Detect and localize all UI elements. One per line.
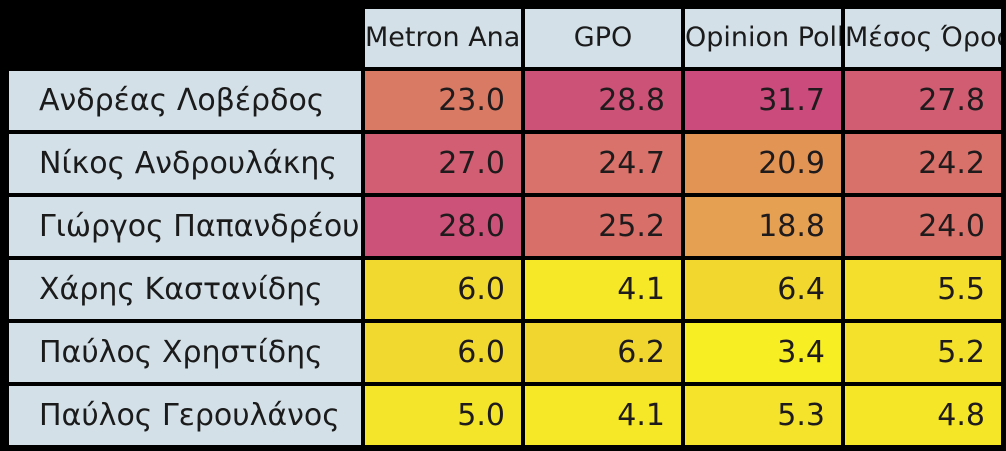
table-row: Παύλος Γερουλάνος 5.0 4.1 5.3 4.8: [5, 382, 1005, 449]
value-cell: 6.0: [361, 256, 525, 323]
row-label: Ανδρέας Λοβέρδος: [5, 67, 365, 134]
row-label: Παύλος Χρηστίδης: [5, 319, 365, 386]
value-cell: 27.8: [841, 67, 1005, 134]
value-cell: 27.0: [361, 130, 525, 197]
table-row: Ανδρέας Λοβέρδος 23.0 28.8 31.7 27.8: [5, 67, 1005, 134]
value-cell: 6.4: [681, 256, 845, 323]
value-cell: 24.7: [521, 130, 685, 197]
value-cell: 6.2: [521, 319, 685, 386]
column-header-opinion-poll: Opinion Poll: [681, 5, 845, 71]
value-cell: 3.4: [681, 319, 845, 386]
value-cell: 5.3: [681, 382, 845, 449]
value-cell: 4.8: [841, 382, 1005, 449]
table-row: Παύλος Χρηστίδης 6.0 6.2 3.4 5.2: [5, 319, 1005, 386]
table-row: Χάρης Καστανίδης 6.0 4.1 6.4 5.5: [5, 256, 1005, 323]
value-cell: 31.7: [681, 67, 845, 134]
corner-cell: [5, 5, 365, 71]
value-cell: 5.2: [841, 319, 1005, 386]
table-row: Νίκος Ανδρουλάκης 27.0 24.7 20.9 24.2: [5, 130, 1005, 197]
value-cell: 23.0: [361, 67, 525, 134]
value-cell: 20.9: [681, 130, 845, 197]
value-cell: 6.0: [361, 319, 525, 386]
value-cell: 5.5: [841, 256, 1005, 323]
value-cell: 18.8: [681, 193, 845, 260]
value-cell: 5.0: [361, 382, 525, 449]
table-row: Γιώργος Παπανδρέου 28.0 25.2 18.8 24.0: [5, 193, 1005, 260]
row-label: Χάρης Καστανίδης: [5, 256, 365, 323]
value-cell: 24.2: [841, 130, 1005, 197]
header-row: Metron Analysis GPO Opinion Poll Μέσος Ό…: [5, 5, 1005, 71]
row-label: Νίκος Ανδρουλάκης: [5, 130, 365, 197]
column-header-gpo: GPO: [521, 5, 685, 71]
row-label: Παύλος Γερουλάνος: [5, 382, 365, 449]
column-header-mesos-oros: Μέσος Όρος: [841, 5, 1005, 71]
row-label: Γιώργος Παπανδρέου: [5, 193, 365, 260]
value-cell: 28.8: [521, 67, 685, 134]
value-cell: 4.1: [521, 256, 685, 323]
value-cell: 4.1: [521, 382, 685, 449]
column-header-metron-analysis: Metron Analysis: [361, 5, 525, 71]
poll-table: Metron Analysis GPO Opinion Poll Μέσος Ό…: [5, 5, 1005, 449]
value-cell: 28.0: [361, 193, 525, 260]
value-cell: 24.0: [841, 193, 1005, 260]
value-cell: 25.2: [521, 193, 685, 260]
